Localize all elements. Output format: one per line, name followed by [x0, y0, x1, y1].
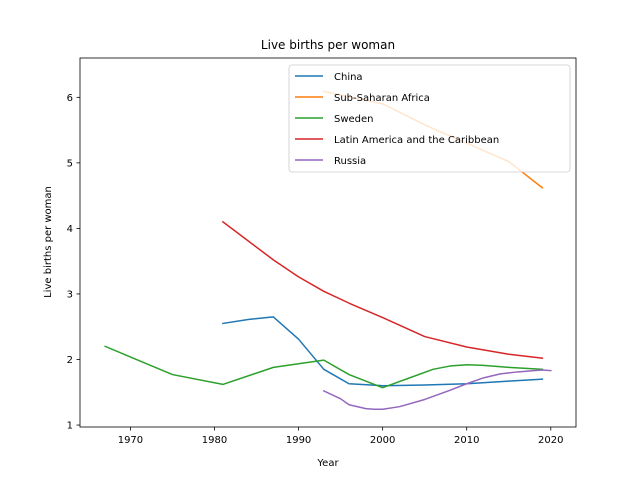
y-tick-label: 5 [67, 158, 73, 169]
legend-label-4: Russia [334, 156, 366, 167]
series-line-2 [104, 345, 544, 389]
y-tick-label: 6 [67, 93, 73, 104]
legend-label-2: Sweden [334, 114, 374, 125]
legend-box [288, 64, 571, 173]
y-axis-label: Live births per woman [43, 186, 54, 298]
y-tick-label: 3 [67, 289, 73, 300]
series-line-4 [322, 369, 552, 411]
series-line-3 [221, 220, 544, 360]
y-tick-label: 1 [67, 421, 73, 432]
chart-title: Live births per woman [261, 38, 395, 52]
series-line-0 [222, 316, 544, 387]
legend-label-3: Latin America and the Caribbean [334, 135, 499, 146]
y-tick-label: 4 [67, 224, 73, 235]
legend-label-0: China [334, 72, 363, 83]
x-tick-label: 1980 [202, 435, 227, 446]
legend-label-1: Sub-Saharan Africa [334, 93, 430, 104]
x-tick-label: 1970 [118, 435, 143, 446]
x-tick-label: 1990 [286, 435, 311, 446]
x-axis-label: Year [316, 458, 339, 469]
axes-frame [79, 57, 577, 428]
legend: China Sub-Saharan Africa Sweden Latin Ameri… [288, 64, 571, 173]
x-tick-label: 2010 [454, 435, 479, 446]
ticks-layer: 1970 1980 1990 2000 2010 2020 1 2 3 4 5 6 [67, 93, 564, 446]
y-tick-label: 2 [67, 355, 73, 366]
x-tick-label: 2000 [370, 435, 395, 446]
x-tick-label: 2020 [538, 435, 563, 446]
